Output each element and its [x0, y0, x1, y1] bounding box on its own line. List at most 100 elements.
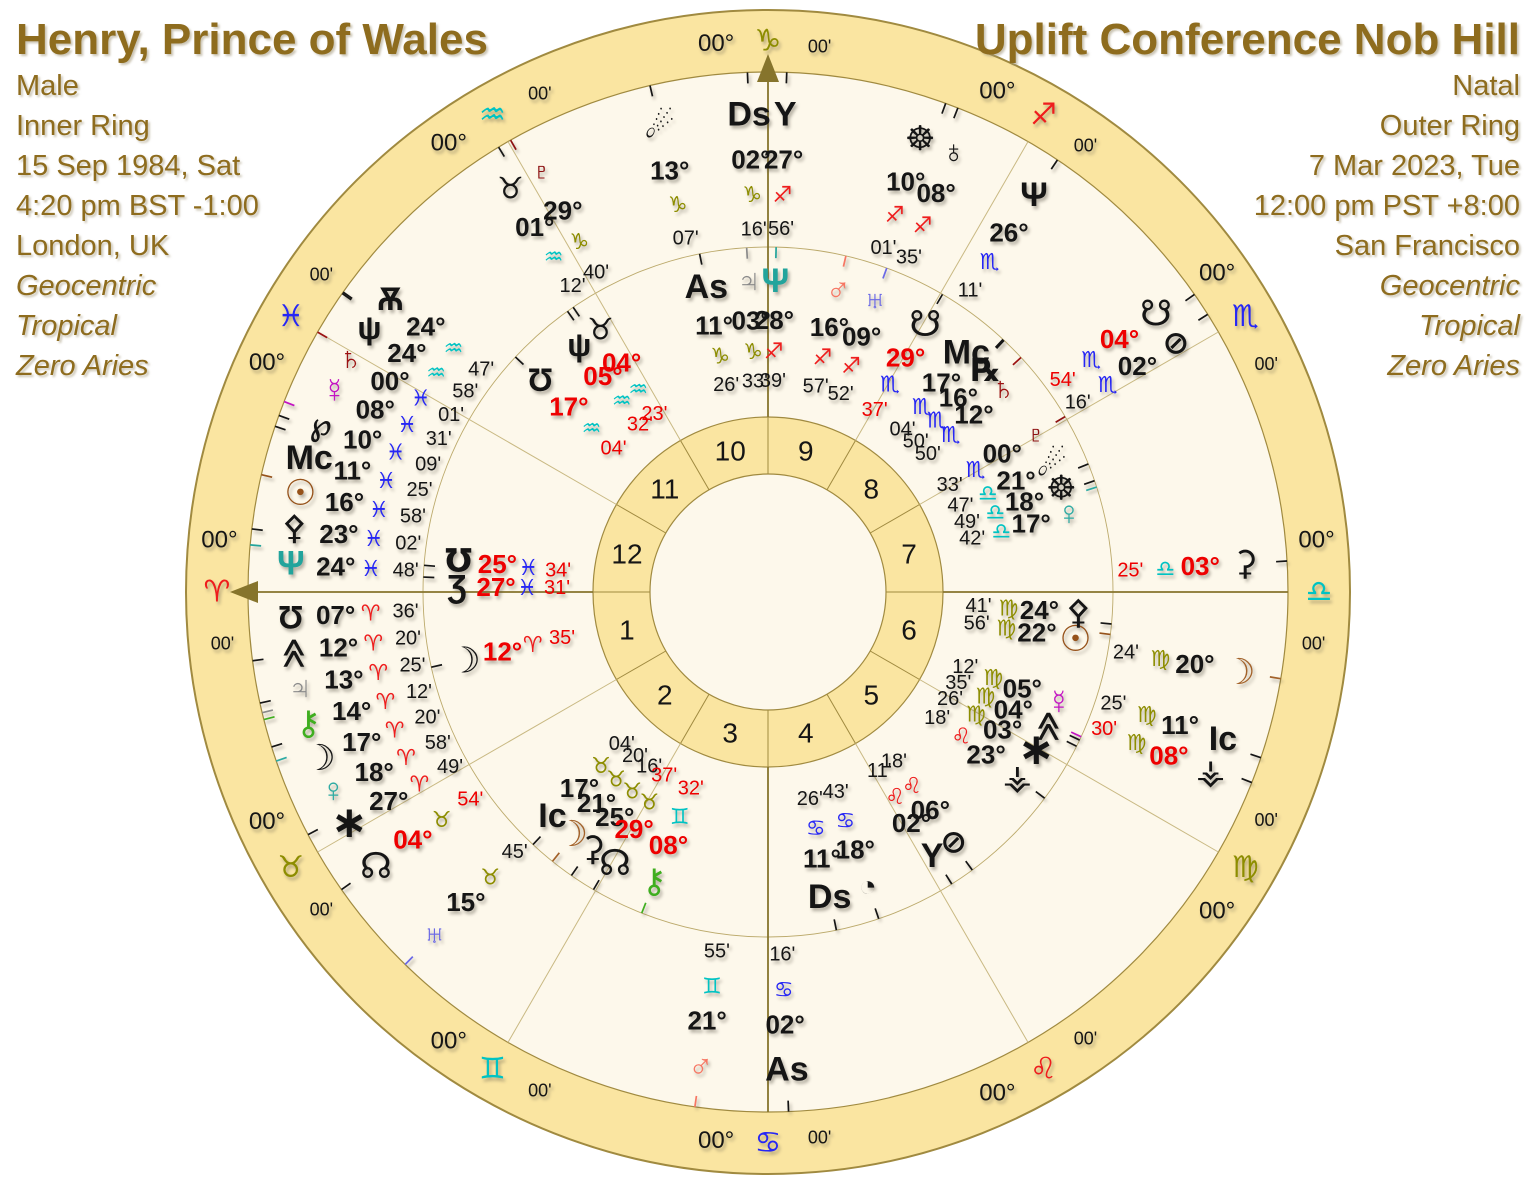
- horn-aquarius-sign-icon: ♒: [544, 244, 564, 269]
- outer-transit-ring-item-snode: ☋04°♏54': [1050, 292, 1195, 391]
- inner-natal-ring-item-horn: ♉04°♒23': [572, 306, 667, 425]
- venus-position-tick: [1085, 486, 1097, 492]
- sun-degree: 16°: [325, 487, 364, 517]
- slash-minute: 18': [881, 750, 907, 772]
- outer-transit-ring-item-horn: ♉ 01°♒ 12': [497, 146, 586, 297]
- slash-position-tick: [965, 860, 973, 871]
- star-degree: 03°: [983, 715, 1022, 745]
- virgo-sign-icon: ♍: [1232, 851, 1259, 884]
- horn-degree: 01°: [515, 212, 554, 242]
- snode-minute: 54': [1050, 369, 1076, 391]
- yg-minute: 11': [867, 760, 892, 782]
- gemini-cusp-minute: 00': [528, 1080, 551, 1100]
- uranus-degree: 15°: [446, 887, 485, 917]
- house-9-number: 9: [798, 435, 814, 466]
- As-degree: 02°: [765, 1010, 804, 1040]
- lilith-minute: 20': [414, 707, 440, 729]
- ceres-degree: 03°: [1181, 551, 1220, 581]
- psiBlack-minute: 11': [958, 279, 983, 301]
- slash-position-tick: [1197, 313, 1209, 321]
- pallas-minute: 41': [965, 595, 991, 617]
- mars-gemini-sign-icon: ♊: [702, 974, 722, 999]
- birth-date: 15 Sep 1984, Sat: [16, 150, 241, 182]
- aries-cusp-degree: 00°: [201, 527, 237, 554]
- ceres-taurus-sign-icon: ♉: [622, 779, 642, 804]
- chiron-minute: 12': [406, 681, 432, 703]
- lilith-icon: ☽: [303, 737, 335, 778]
- Ic-taurus-sign-icon: ♉: [591, 753, 611, 778]
- slash-icon: ⊘: [1162, 325, 1189, 361]
- chiron-position-tick: [640, 902, 647, 914]
- As-minute: 26': [713, 374, 739, 396]
- house-4-number: 4: [798, 718, 814, 749]
- chiron-degree: 14°: [332, 696, 371, 726]
- outer-transit-ring-item-uranus: ♅15°♉45': [404, 841, 528, 966]
- node-taurus-sign-icon: ♉: [432, 807, 452, 832]
- venus-position-tick: [275, 756, 287, 762]
- zodiac-system: Tropical: [1419, 310, 1520, 342]
- inner-natal-ring-item-vesta: ⚶23°♌18': [924, 707, 1046, 799]
- node-degree: 29°: [614, 814, 653, 844]
- sign-boundary-spoke: [919, 679, 1219, 853]
- qtr-icon: ◔: [859, 870, 877, 903]
- horn-minute: 23': [641, 403, 667, 425]
- As-degree: 11°: [695, 310, 733, 340]
- house-band-inner-circle: [649, 473, 887, 711]
- As-minute: 16': [769, 944, 795, 966]
- venus-icon: ♀: [320, 772, 346, 810]
- outer-transit-ring-item-lilith: ☽ 17° ♈ 20': [271, 707, 440, 778]
- outer-transit-ring-item-star: ∗ 27°♈ 49': [307, 756, 463, 847]
- chev-degree: 12°: [319, 632, 358, 662]
- sun-position-tick: [1099, 632, 1111, 636]
- house-cusp-spoke: [869, 650, 920, 680]
- mercury-icon: ☿: [322, 372, 348, 410]
- wheel-minute: 49': [954, 511, 980, 533]
- slash-minute: 16': [1065, 392, 1091, 414]
- jupiter-minute: 33': [742, 370, 768, 392]
- horn-minute: 12': [559, 275, 585, 297]
- lilith-degree: 12°: [483, 636, 522, 666]
- birth-place: London, UK: [16, 230, 170, 262]
- rx-scorpio-sign-icon: ♏: [927, 407, 947, 432]
- slash-degree: 02°: [1118, 351, 1157, 381]
- chev-virgo-sign-icon: ♍: [975, 684, 995, 709]
- pallas-position-tick: [1100, 622, 1112, 625]
- psiSm-minute: 32': [627, 413, 653, 435]
- venus-degree: 18°: [354, 757, 393, 787]
- inner-natal-ring-item-mercury: ☿05°♍12': [952, 656, 1082, 738]
- pisces-cusp-minute: 00': [310, 265, 333, 285]
- inner-natal-ring-item-mars: ♂ 16° ♐ 57': [803, 255, 851, 397]
- house-cusp-spoke: [869, 504, 920, 534]
- horn-position-tick: [572, 306, 581, 317]
- dancer-degree: 24°: [406, 312, 445, 342]
- scorpio-sign-icon: ♏: [1232, 300, 1259, 333]
- dancer-position-tick: [342, 291, 353, 300]
- Mc-icon: Mc: [286, 439, 333, 477]
- sign-boundary-spoke: [507, 141, 681, 441]
- inner-natal-ring-item-As: As 11° ♑ 26': [685, 253, 739, 396]
- wheel-style: Zero Aries: [16, 350, 149, 382]
- star-minute: 26': [937, 688, 963, 710]
- As-icon: As: [685, 268, 728, 306]
- Ds-icon: Ds: [727, 95, 770, 133]
- outer-transit-ring-item-pallas: ⚴ 23° ♓ 02': [251, 509, 421, 554]
- inner-natal-ring-item-lilith: ☽ 12° ♈ 35': [431, 627, 575, 680]
- snode-scorpio-sign-icon: ♏: [880, 372, 900, 397]
- ceres-libra-sign-icon: ♎: [1155, 556, 1175, 581]
- psiSm-minute: 58': [452, 381, 478, 403]
- star-icon: ∗: [331, 798, 368, 847]
- qtr-degree: 18°: [836, 835, 875, 865]
- chiron-icon: ⚷: [296, 704, 321, 742]
- wheel-position-tick: [941, 103, 947, 114]
- inner-natal-ring-item-saturn: ♄12°♏50': [915, 356, 1022, 465]
- sign-boundary-spoke: [919, 331, 1219, 505]
- inner-natal-ring: ☽ 12° ♈ 35'Ic17°♉04'☽21°♉20'⚳25°♉16'☊29°♉37…: [423, 247, 1112, 931]
- outer-transit-ring-item-Ds: Ds 02° ♑ 16': [727, 72, 771, 240]
- inner-natal-ring-item-psiSm: ψ05°♒32': [566, 310, 653, 435]
- coordinate-system: Geocentric: [16, 270, 157, 302]
- slash-leo-sign-icon: ♌: [902, 773, 922, 798]
- vesta-leo-sign-icon: ♌: [951, 724, 971, 749]
- chev-icon: ≪: [1032, 711, 1065, 742]
